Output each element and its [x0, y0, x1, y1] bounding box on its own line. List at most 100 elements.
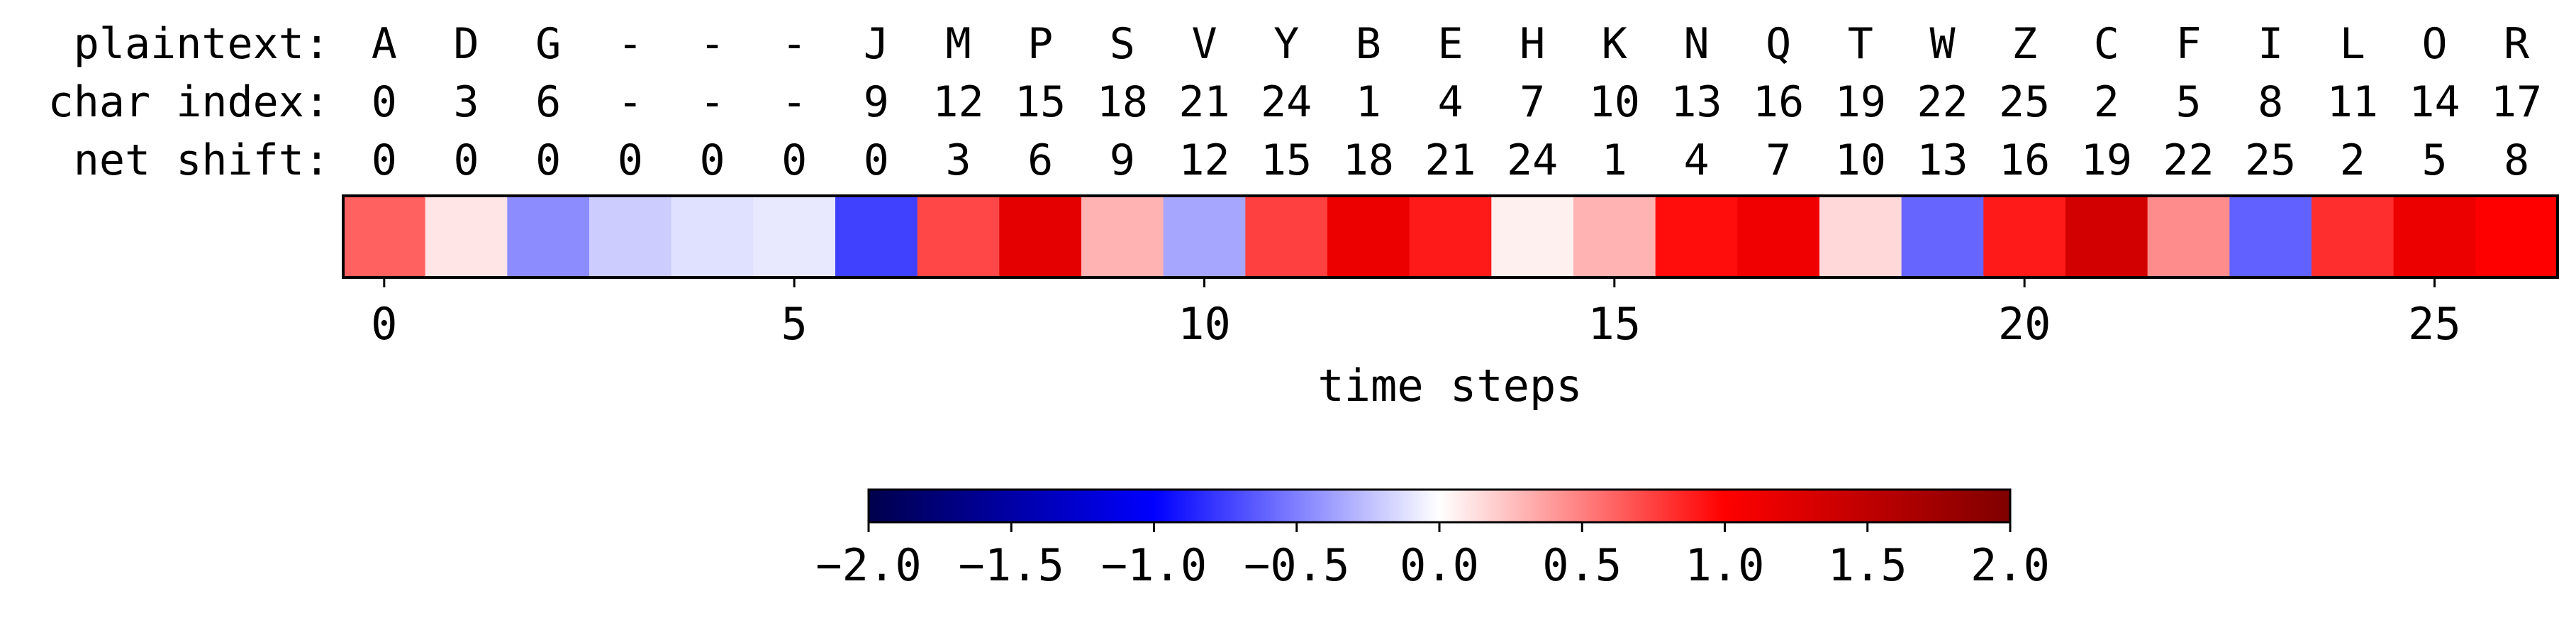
row-cell: 2 [2340, 136, 2365, 185]
row-cell: 15 [1015, 77, 1066, 127]
row-cell: 24 [1261, 77, 1312, 127]
row-cell: 22 [2163, 136, 2214, 185]
row-cell: 7 [1520, 77, 1545, 127]
row-cell: 3 [945, 136, 971, 185]
row-cell: T [1848, 19, 1873, 69]
row-cell: 18 [1097, 77, 1148, 127]
row-cell: - [618, 77, 643, 127]
heatmap-cell [753, 196, 836, 277]
row-cell: 12 [1178, 136, 1230, 185]
row-cell: 14 [2409, 77, 2460, 127]
row-cell: 2 [2094, 77, 2119, 127]
row-cell: - [781, 19, 807, 69]
row-cell: A [372, 19, 397, 69]
x-tick-label: 25 [2408, 298, 2461, 350]
row-cell: 0 [864, 136, 889, 185]
colorbar-tick-label: −2.0 [815, 539, 921, 591]
row-cell: 15 [1261, 136, 1312, 185]
row-cell: 21 [1424, 136, 1476, 185]
row-label: plaintext: [74, 19, 330, 69]
heatmap-cell [1819, 196, 1902, 277]
row-cell: 3 [453, 77, 479, 127]
row-cell: 12 [932, 77, 983, 127]
row-cell: 22 [1917, 77, 1968, 127]
heatmap-cell [2475, 196, 2558, 277]
row-cell: S [1110, 19, 1135, 69]
row-cell: 1 [1602, 136, 1627, 185]
row-cell: 5 [2175, 77, 2201, 127]
row-cell: I [2258, 19, 2283, 69]
row-cell: - [618, 19, 643, 69]
colorbar-ticks: −2.0 −1.5 −1.0 −0.5 0.0 0.5 1.0 1.5 2.0 [815, 522, 2050, 591]
x-tick-label: 10 [1178, 298, 1231, 350]
heatmap-cell [1737, 196, 1820, 277]
row-cell: 17 [2491, 77, 2542, 127]
row-cell: 8 [2504, 136, 2529, 185]
x-axis-label: time steps [1317, 360, 1582, 412]
colorbar-tick-label: −0.5 [1244, 539, 1349, 591]
heatmap-cell [507, 196, 590, 277]
heatmap-cell [835, 196, 918, 277]
row-cell: 5 [2421, 136, 2447, 185]
heatmap-cell [589, 196, 672, 277]
row-cell: 8 [2258, 77, 2283, 127]
x-tick-label: 5 [781, 298, 808, 350]
row-cell: 1 [1356, 77, 1381, 127]
row-cell: - [781, 77, 807, 127]
colorbar-tick-label: 1.5 [1828, 539, 1907, 591]
heatmap-cell [1655, 196, 1738, 277]
row-cell: 0 [535, 136, 561, 185]
heatmap-cell [2147, 196, 2230, 277]
row-cell: 7 [1766, 136, 1791, 185]
row-cell: 4 [1437, 77, 1463, 127]
heatmap-cells [343, 196, 2558, 277]
row-cell: 19 [1835, 77, 1886, 127]
colorbar-tick-label: −1.0 [1101, 539, 1207, 591]
x-tick-label: 15 [1588, 298, 1641, 350]
row-cell: 21 [1178, 77, 1230, 127]
row-cell: - [699, 77, 725, 127]
row-cell: H [1520, 19, 1545, 69]
row-cell: 0 [781, 136, 807, 185]
row-cell: 0 [372, 136, 397, 185]
row-cell: 16 [1753, 77, 1804, 127]
colorbar-tick-label: 0.5 [1542, 539, 1622, 591]
heatmap-cell [917, 196, 1000, 277]
heatmap-cell [1081, 196, 1164, 277]
heatmap-cell [1983, 196, 2066, 277]
heatmap-cell [2065, 196, 2148, 277]
row-cell: 13 [1671, 77, 1722, 127]
row-cell: 0 [372, 77, 397, 127]
heatmap-cell [1573, 196, 1656, 277]
heatmap-cell [1409, 196, 1492, 277]
row-cell: 19 [2081, 136, 2132, 185]
heatmap-cell [1245, 196, 1328, 277]
row-cell: Q [1766, 19, 1791, 69]
heatmap-cell [425, 196, 508, 277]
row-label: net shift: [74, 136, 330, 185]
colorbar-tick-label: −1.5 [959, 539, 1064, 591]
heatmap-cell [1327, 196, 1410, 277]
row-cell: 25 [2245, 136, 2296, 185]
heatmap-frame [342, 194, 2559, 279]
row-cell: 4 [1683, 136, 1709, 185]
heatmap-cell [2229, 196, 2312, 277]
colorbar [867, 488, 2012, 524]
colorbar-tick-label: 0.0 [1400, 539, 1479, 591]
row-cell: 6 [1027, 136, 1053, 185]
heatmap-cell [1163, 196, 1246, 277]
row-cell: 13 [1917, 136, 1968, 185]
x-ticks: 0 5 10 15 20 25 [371, 277, 2461, 350]
row-cell: Y [1273, 19, 1299, 69]
row-cell: 10 [1835, 136, 1886, 185]
row-label: char index: [48, 77, 330, 127]
row-cell: D [453, 19, 479, 69]
row-cell: F [2175, 19, 2201, 69]
row-cell: 16 [1999, 136, 2050, 185]
row-cell: G [535, 19, 561, 69]
row-cell: C [2094, 19, 2119, 69]
x-tick-label: 0 [371, 298, 397, 350]
colorbar-tick-label: 2.0 [1970, 539, 2050, 591]
row-cell: O [2421, 19, 2447, 69]
